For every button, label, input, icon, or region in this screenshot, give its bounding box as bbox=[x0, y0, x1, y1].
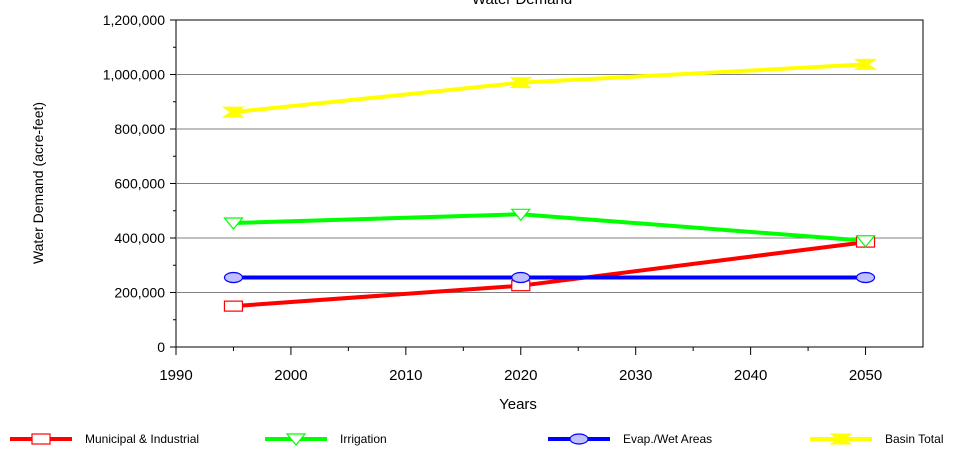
legend-label: Municipal & Industrial bbox=[85, 432, 199, 446]
x-axis-title: Years bbox=[499, 396, 537, 413]
y-tick-label: 1,200,000 bbox=[103, 12, 165, 28]
data-point bbox=[224, 273, 242, 283]
data-point bbox=[512, 273, 530, 283]
y-tick-label: 400,000 bbox=[114, 230, 165, 246]
chart-title: Water Demand bbox=[472, 0, 572, 8]
y-axis-title: Water Demand (acre-feet) bbox=[30, 102, 46, 264]
data-point bbox=[224, 301, 242, 311]
legend-marker bbox=[570, 434, 588, 444]
y-tick-label: 0 bbox=[157, 339, 165, 355]
legend-marker bbox=[32, 434, 50, 444]
legend-label: Irrigation bbox=[340, 432, 387, 446]
x-tick-label: 2010 bbox=[389, 367, 422, 384]
legend-label: Evap./Wet Areas bbox=[623, 432, 712, 446]
y-tick-label: 600,000 bbox=[114, 176, 165, 192]
x-tick-label: 1990 bbox=[159, 367, 192, 384]
x-tick-label: 2030 bbox=[619, 367, 652, 384]
y-tick-label: 1,000,000 bbox=[103, 67, 165, 83]
x-tick-label: 2050 bbox=[849, 367, 882, 384]
y-tick-label: 200,000 bbox=[114, 285, 165, 301]
x-tick-label: 2040 bbox=[734, 367, 767, 384]
x-tick-label: 2020 bbox=[504, 367, 537, 384]
legend-label: Basin Total bbox=[885, 432, 943, 446]
x-tick-label: 2000 bbox=[274, 367, 307, 384]
y-tick-label: 800,000 bbox=[114, 121, 165, 137]
data-point bbox=[857, 273, 875, 283]
